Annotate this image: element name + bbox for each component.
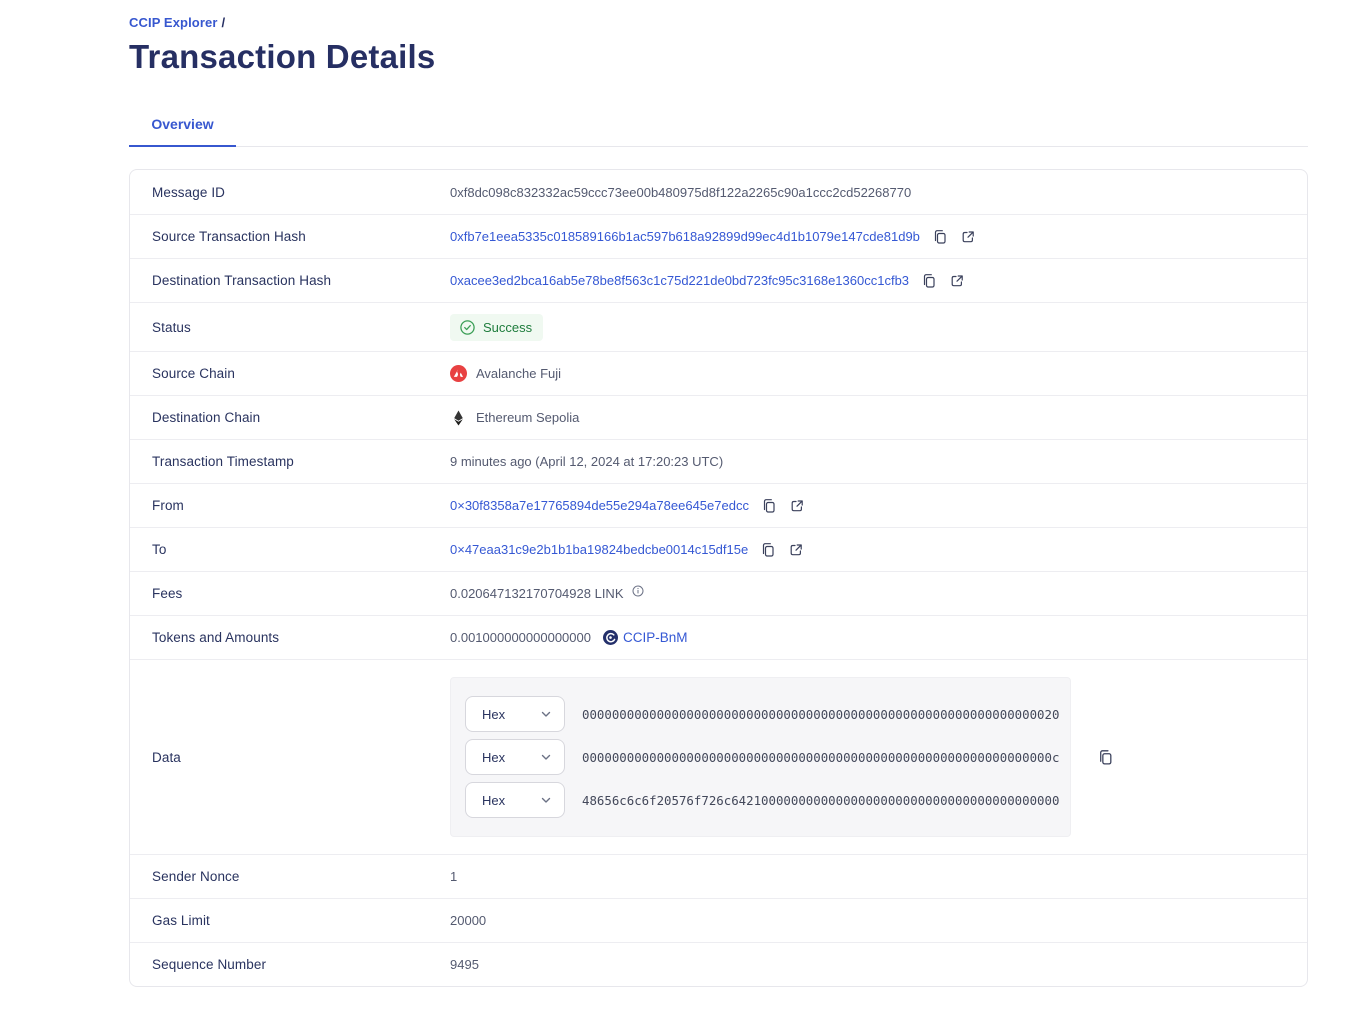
from-label: From xyxy=(152,498,184,513)
data-hex-value: 0000000000000000000000000000000000000000… xyxy=(582,706,1060,722)
status-label: Status xyxy=(152,319,191,335)
data-format-select[interactable]: Hex xyxy=(465,782,565,818)
timestamp-value: 9 minutes ago (April 12, 2024 at 17:20:2… xyxy=(450,454,724,469)
data-format-value: Hex xyxy=(482,792,506,808)
page-title: Transaction Details xyxy=(129,38,436,75)
tab-overview[interactable]: Overview xyxy=(129,106,236,147)
message-id-label: Message ID xyxy=(152,184,226,200)
row-message-id: Message ID 0xf8dc098c832332ac59ccc73ee00… xyxy=(130,170,1307,214)
copy-icon[interactable] xyxy=(761,498,777,514)
data-line: Hex 48656c6c6f20576f726c6421000000000000… xyxy=(465,782,1059,818)
token-amount: 0.001000000000000000 xyxy=(450,630,591,645)
message-id-value: 0xf8dc098c832332ac59ccc73ee00b480975d8f1… xyxy=(450,184,912,200)
fees-label: Fees xyxy=(152,586,183,601)
avalanche-logo-icon xyxy=(450,365,467,382)
data-format-value: Hex xyxy=(482,749,506,765)
sequence-number-value: 9495 xyxy=(450,957,479,972)
row-data: Data Hex 0000000000000000000000000000000… xyxy=(130,659,1307,854)
data-hex-value: 0000000000000000000000000000000000000000… xyxy=(582,749,1060,765)
data-format-select[interactable]: Hex xyxy=(465,739,565,775)
ethereum-logo-icon xyxy=(450,410,467,426)
copy-icon[interactable] xyxy=(1097,749,1114,766)
sender-nonce-value: 1 xyxy=(450,869,458,884)
external-link-icon[interactable] xyxy=(949,273,965,289)
breadcrumb-separator: / xyxy=(221,15,226,30)
info-icon[interactable] xyxy=(632,585,644,597)
source-chain-label: Source Chain xyxy=(152,366,235,381)
copy-icon[interactable] xyxy=(921,273,937,289)
data-line: Hex 000000000000000000000000000000000000… xyxy=(465,739,1059,775)
sender-nonce-label: Sender Nonce xyxy=(152,869,240,884)
to-address-link[interactable]: 0×47eaa31c9e2b1b1ba19824bedcbe0014c15df1… xyxy=(450,542,749,557)
tokens-label: Tokens and Amounts xyxy=(152,630,280,645)
external-link-icon[interactable] xyxy=(789,498,805,514)
breadcrumb-ccip-explorer-link[interactable]: CCIP Explorer xyxy=(129,15,218,30)
source-tx-hash-label: Source Transaction Hash xyxy=(152,229,306,244)
ccip-bnm-token-icon xyxy=(602,630,618,645)
status-badge: Success xyxy=(450,313,544,341)
chevron-down-icon xyxy=(540,751,552,763)
row-source-tx-hash: Source Transaction Hash 0xfb7e1eea5335c0… xyxy=(130,214,1307,258)
data-format-value: Hex xyxy=(482,706,506,722)
data-line: Hex 000000000000000000000000000000000000… xyxy=(465,696,1059,732)
breadcrumb: CCIP Explorer / xyxy=(129,15,1308,30)
status-badge-text: Success xyxy=(483,319,533,335)
copy-icon[interactable] xyxy=(760,542,776,558)
gas-limit-value: 20000 xyxy=(450,913,487,928)
tab-bar: Overview xyxy=(129,106,1308,147)
data-hex-value: 48656c6c6f20576f726c64210000000000000000… xyxy=(582,792,1060,808)
transaction-details-page: CCIP Explorer / Transaction Details Overv… xyxy=(129,15,1308,987)
row-dest-tx-hash: Destination Transaction Hash 0xacee3ed2b… xyxy=(130,258,1307,302)
row-fees: Fees 0.020647132170704928 LINK xyxy=(130,571,1307,615)
row-status: Status Success xyxy=(130,302,1307,351)
chevron-down-icon xyxy=(540,794,552,806)
check-circle-icon xyxy=(459,319,476,336)
dest-tx-hash-label: Destination Transaction Hash xyxy=(152,273,332,288)
dest-chain-name: Ethereum Sepolia xyxy=(476,410,580,425)
row-tokens: Tokens and Amounts 0.001000000000000000 … xyxy=(130,615,1307,659)
dest-chain-label: Destination Chain xyxy=(152,410,261,425)
to-label: To xyxy=(152,542,167,557)
ccip-bnm-token-link[interactable]: CCIP-BnM xyxy=(622,630,688,645)
transaction-details-card: Message ID 0xf8dc098c832332ac59ccc73ee00… xyxy=(129,169,1308,987)
data-label: Data xyxy=(152,749,181,765)
external-link-icon[interactable] xyxy=(788,542,804,558)
gas-limit-label: Gas Limit xyxy=(152,913,210,928)
source-chain-name: Avalanche Fuji xyxy=(476,366,562,381)
row-sender-nonce: Sender Nonce 1 xyxy=(130,854,1307,898)
timestamp-label: Transaction Timestamp xyxy=(152,454,294,469)
row-timestamp: Transaction Timestamp 9 minutes ago (Apr… xyxy=(130,439,1307,483)
chevron-down-icon xyxy=(540,708,552,720)
row-to: To 0×47eaa31c9e2b1b1ba19824bedcbe0014c15… xyxy=(130,527,1307,571)
from-address-link[interactable]: 0×30f8358a7e17765894de55e294a78ee645e7ed… xyxy=(450,498,749,513)
row-dest-chain: Destination Chain Ethereum Sepolia xyxy=(130,395,1307,439)
data-format-select[interactable]: Hex xyxy=(465,696,565,732)
row-gas-limit: Gas Limit 20000 xyxy=(130,898,1307,942)
row-source-chain: Source Chain Avalanche Fuji xyxy=(130,351,1307,395)
source-tx-hash-link[interactable]: 0xfb7e1eea5335c018589166b1ac597b618a9289… xyxy=(450,229,920,244)
sequence-number-label: Sequence Number xyxy=(152,957,267,972)
row-sequence-number: Sequence Number 9495 xyxy=(130,942,1307,986)
external-link-icon[interactable] xyxy=(960,229,976,245)
dest-tx-hash-link[interactable]: 0xacee3ed2bca16ab5e78be8f563c1c75d221de0… xyxy=(450,273,910,288)
row-from: From 0×30f8358a7e17765894de55e294a78ee64… xyxy=(130,483,1307,527)
copy-icon[interactable] xyxy=(932,229,948,245)
data-hex-box: Hex 000000000000000000000000000000000000… xyxy=(450,677,1071,837)
fees-value: 0.020647132170704928 LINK xyxy=(450,586,624,601)
